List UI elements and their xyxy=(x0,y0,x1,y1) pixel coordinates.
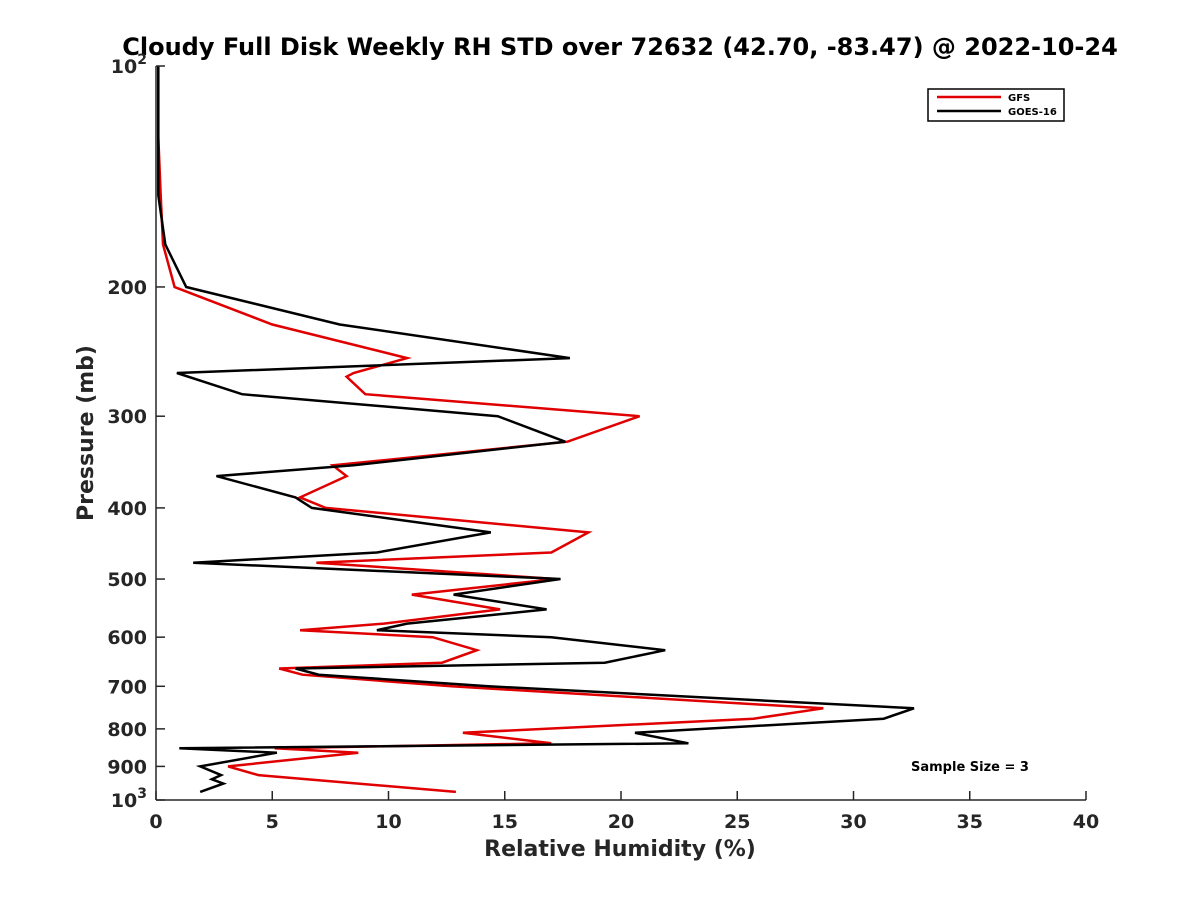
y-tick-label: 400 xyxy=(107,498,147,520)
x-tick-label: 5 xyxy=(266,811,279,833)
series-line-goes16 xyxy=(157,66,915,794)
chart-title: Cloudy Full Disk Weekly RH STD over 7263… xyxy=(122,33,1118,61)
y-tick-label: 700 xyxy=(107,676,147,698)
y-tick-label: 600 xyxy=(107,627,147,649)
y-tick-label: 103 xyxy=(111,786,147,812)
legend-label-goes16: GOES-16 xyxy=(1008,107,1057,118)
y-axis-ticks: 102 200 300 400 500 600 700 800 900 103 xyxy=(107,52,165,812)
x-axis-label: Relative Humidity (%) xyxy=(484,837,756,862)
legend: GFS GOES-16 xyxy=(927,88,1065,122)
x-tick-label: 20 xyxy=(608,811,634,833)
y-tick-label: 800 xyxy=(107,719,147,741)
y-tick-label: 900 xyxy=(107,756,147,778)
legend-box xyxy=(927,88,1065,122)
x-axis-ticks: 0 5 10 15 20 25 30 35 40 xyxy=(149,791,1099,833)
x-tick-label: 30 xyxy=(840,811,866,833)
y-tick-label: 102 xyxy=(111,52,147,78)
y-tick-label: 500 xyxy=(107,569,147,591)
series-layer xyxy=(157,66,915,794)
x-tick-label: 10 xyxy=(375,811,401,833)
x-tick-label: 15 xyxy=(492,811,518,833)
y-tick-label: 300 xyxy=(107,406,147,428)
x-tick-label: 40 xyxy=(1073,811,1099,833)
x-tick-label: 25 xyxy=(724,811,750,833)
y-axis-label: Pressure (mb) xyxy=(74,345,99,521)
legend-label-gfs: GFS xyxy=(1008,93,1030,104)
x-tick-label: 35 xyxy=(957,811,983,833)
series-line-gfs xyxy=(157,66,824,794)
y-tick-label: 200 xyxy=(107,277,147,299)
sample-size-annotation: Sample Size = 3 xyxy=(911,760,1029,775)
x-tick-label: 0 xyxy=(149,811,162,833)
